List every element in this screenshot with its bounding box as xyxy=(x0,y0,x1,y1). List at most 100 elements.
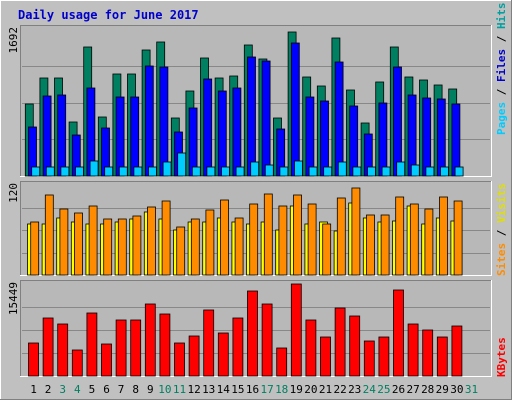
x-tick-label-day-7: 7 xyxy=(118,383,125,396)
legend-hits: Pages / Files / Hits xyxy=(495,3,508,136)
x-tick-label-day-8: 8 xyxy=(132,383,139,396)
x-tick-label-day-1: 1 xyxy=(30,383,37,396)
x-tick-label-day-12: 12 xyxy=(187,383,200,396)
bar-kbytes-day-16 xyxy=(247,290,258,377)
bar-kbytes-day-30 xyxy=(451,325,463,377)
x-tick-label-day-6: 6 xyxy=(103,383,110,396)
x-tick-label-day-14: 14 xyxy=(217,383,231,396)
x-tick-label-day-22: 22 xyxy=(333,383,346,396)
bar-pages-day-26 xyxy=(396,161,406,177)
bar-sites-day-20 xyxy=(307,203,317,276)
bar-kbytes-day-12 xyxy=(188,335,200,377)
bar-pages-day-18 xyxy=(279,166,289,177)
x-tick-label-day-31: 31 xyxy=(465,383,478,396)
bar-sites-day-29 xyxy=(439,196,448,276)
bar-kbytes-day-7 xyxy=(115,319,127,377)
bar-sites-day-1 xyxy=(30,221,40,276)
bar-pages-day-5 xyxy=(89,160,99,177)
bar-kbytes-day-17 xyxy=(261,303,273,377)
bar-files-day-3 xyxy=(57,94,67,177)
bar-pages-day-27 xyxy=(410,164,420,177)
bar-pages-day-23 xyxy=(352,166,362,177)
bar-files-day-2 xyxy=(42,95,52,177)
bar-sites-day-18 xyxy=(278,205,288,276)
legend-entry: / xyxy=(495,29,508,49)
bar-sites-day-7 xyxy=(117,218,127,276)
chart-panels: 1692 Pages / Files / Hits 120 Sites / Visit… xyxy=(7,3,508,377)
bar-kbytes-day-23 xyxy=(349,315,361,377)
legend-entry: / xyxy=(495,82,508,102)
bar-kbytes-day-26 xyxy=(393,289,404,377)
legend-entry: Pages xyxy=(495,102,508,135)
bar-kbytes-day-18 xyxy=(276,347,288,377)
legend-entry: Hits xyxy=(495,3,508,30)
x-tick-label-day-24: 24 xyxy=(363,383,377,396)
bar-pages-day-13 xyxy=(206,166,216,177)
bar-pages-day-19 xyxy=(294,160,303,177)
x-tick-label-day-9: 9 xyxy=(147,383,154,396)
bar-files-day-28 xyxy=(422,97,432,177)
x-tick-label-day-21: 21 xyxy=(319,383,332,396)
bar-kbytes-day-24 xyxy=(363,340,375,377)
bar-files-day-9 xyxy=(144,65,154,177)
bar-kbytes-day-8 xyxy=(130,319,142,377)
bar-sites-day-11 xyxy=(176,226,186,276)
bar-pages-day-6 xyxy=(104,166,114,177)
x-tick-label-day-5: 5 xyxy=(89,383,96,396)
bar-pages-day-30 xyxy=(454,166,464,177)
bar-sites-day-6 xyxy=(103,218,113,276)
bar-files-day-29 xyxy=(436,98,446,177)
bar-files-day-22 xyxy=(334,61,344,177)
x-tick-label-day-3: 3 xyxy=(59,383,66,396)
x-tick-label-day-11: 11 xyxy=(173,383,186,396)
x-tick-label-day-19: 19 xyxy=(290,383,303,396)
bar-kbytes-day-9 xyxy=(144,303,156,377)
bar-kbytes-day-2 xyxy=(42,317,54,377)
bar-sites-day-30 xyxy=(453,200,463,276)
bar-files-day-27 xyxy=(407,94,417,177)
bar-kbytes-day-6 xyxy=(101,343,112,377)
bar-sites-day-8 xyxy=(132,215,142,276)
bar-kbytes-day-5 xyxy=(86,312,98,377)
x-tick-label-day-16: 16 xyxy=(246,383,259,396)
bar-pages-day-10 xyxy=(162,161,172,177)
bar-sites-day-5 xyxy=(88,205,98,276)
bar-files-day-10 xyxy=(159,66,169,177)
bar-files-day-21 xyxy=(320,100,329,177)
bar-pages-day-3 xyxy=(60,166,70,177)
bar-files-day-8 xyxy=(130,96,140,177)
bar-kbytes-day-28 xyxy=(422,329,434,377)
bar-pages-day-20 xyxy=(308,166,318,177)
bar-files-day-26 xyxy=(393,66,402,177)
bar-sites-day-15 xyxy=(234,217,244,276)
bar-kbytes-day-13 xyxy=(203,309,215,377)
x-axis-labels: 1 2 3 4 5 6 7 8 9 10 11 12 13 14 15 16 17 18 19 20 21 22 23 24 2… xyxy=(30,383,478,396)
bar-pages-day-24 xyxy=(367,166,376,177)
bar-pages-day-28 xyxy=(425,166,435,177)
bar-sites-day-24 xyxy=(366,214,375,276)
bar-files-day-23 xyxy=(349,105,359,177)
bar-sites-day-26 xyxy=(395,196,405,276)
chart-title: Daily usage for June 2017 xyxy=(18,8,199,22)
x-tick-label-day-23: 23 xyxy=(348,383,361,396)
legend-kbytes: KBytes xyxy=(495,337,508,377)
bar-pages-day-11 xyxy=(177,152,187,177)
panel-kbytes: 15449 KBytes xyxy=(7,280,508,377)
bar-files-day-30 xyxy=(451,103,461,177)
bar-sites-day-2 xyxy=(44,194,54,276)
bar-files-day-20 xyxy=(305,96,315,177)
bar-kbytes-day-4 xyxy=(71,349,83,377)
bar-kbytes-day-1 xyxy=(28,342,39,377)
bar-kbytes-day-15 xyxy=(232,317,244,377)
bar-files-day-13 xyxy=(203,78,213,177)
legend-entry: Files xyxy=(495,49,508,82)
bar-files-day-17 xyxy=(261,60,271,177)
legend-entry: KBytes xyxy=(495,337,508,377)
bar-files-day-15 xyxy=(232,87,242,177)
bar-files-day-14 xyxy=(217,90,227,177)
bar-pages-day-4 xyxy=(75,166,84,177)
bar-pages-day-2 xyxy=(45,166,55,177)
bar-kbytes-day-3 xyxy=(57,323,69,377)
x-tick-label-day-25: 25 xyxy=(377,383,390,396)
